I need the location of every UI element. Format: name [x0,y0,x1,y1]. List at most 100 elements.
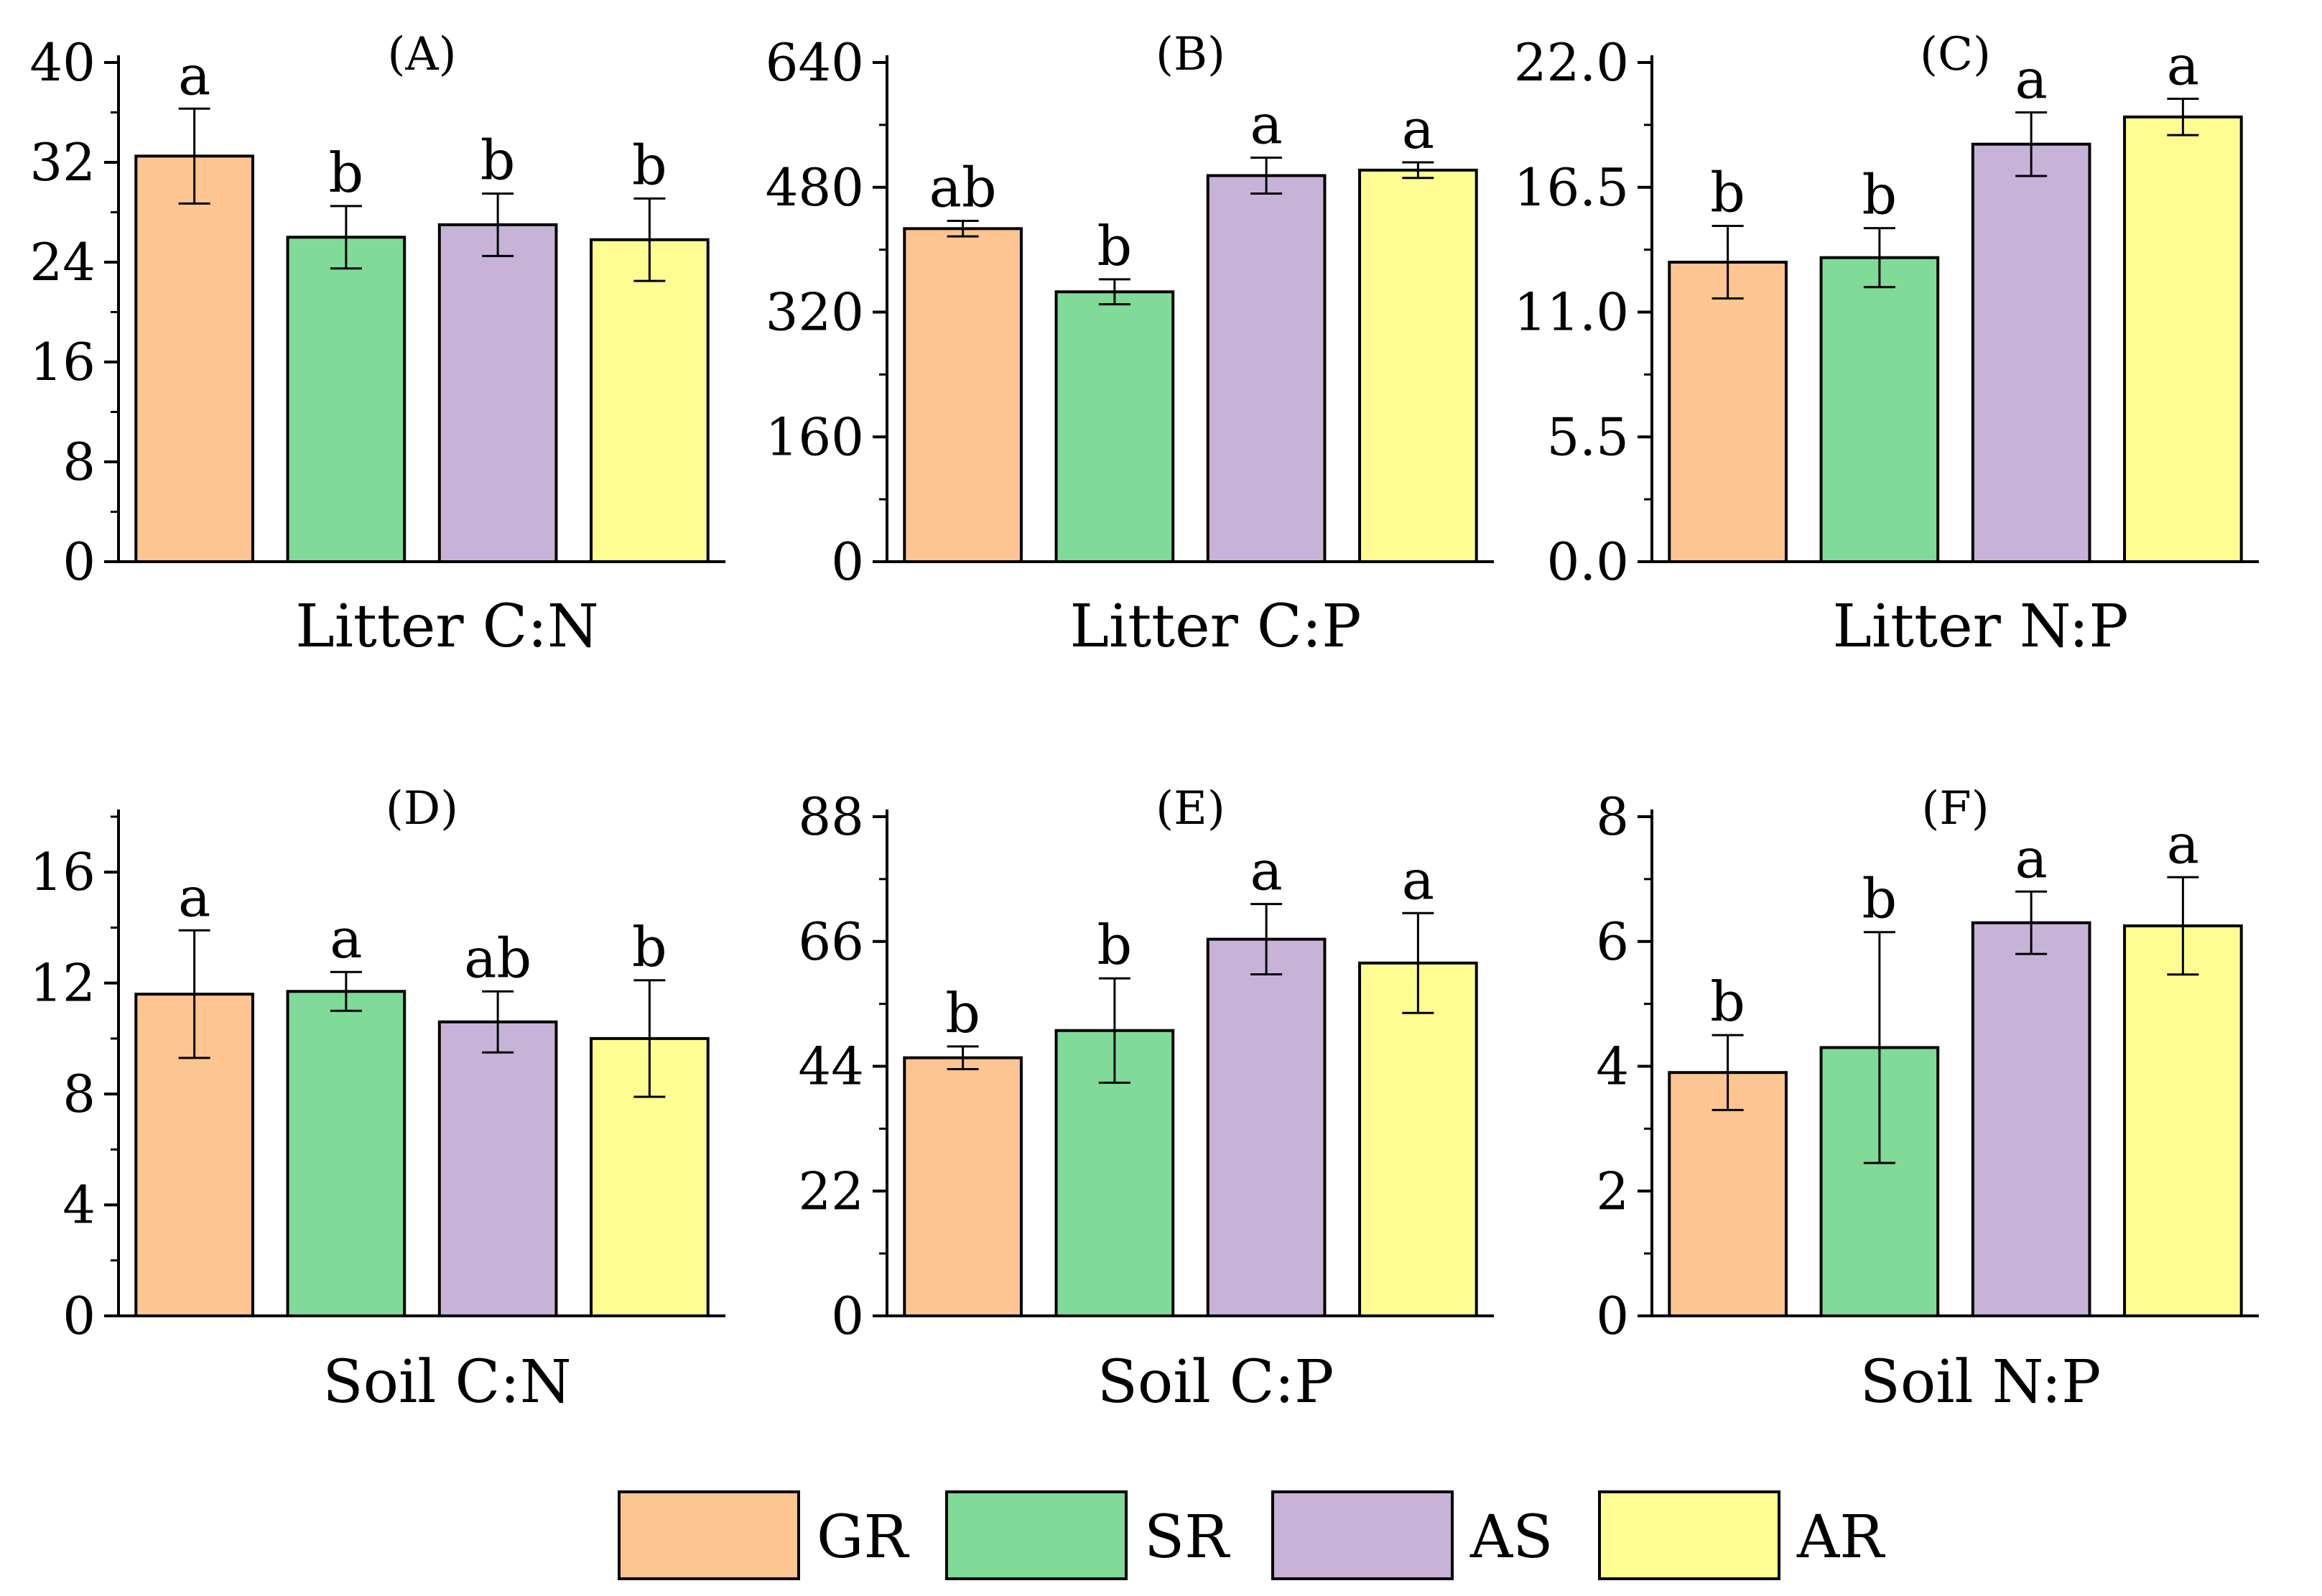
significance-letter: b [1862,867,1898,931]
significance-letter: b [1710,970,1745,1034]
legend-label: SR [1144,1503,1230,1572]
legend-label: GR [817,1503,910,1572]
y-tick-label: 16.5 [1514,157,1629,218]
y-tick-label: 0 [62,1286,96,1346]
y-tick-label: 4 [62,1175,96,1235]
y-tick-label: 0.0 [1546,532,1629,592]
significance-letter: b [1097,913,1133,977]
y-tick-label: 6 [1596,911,1629,972]
bar-ar [2123,924,2243,1317]
chart-panel: b b a a 0.0 5.5 11.0 16.5 22.0 (C) Litter N:P [1514,28,2259,661]
chart-panel: a a ab b 0 4 8 12 16 (D) Soil C:N [29,782,725,1416]
y-tick-label: 640 [766,32,864,93]
significance-letter: b [1862,163,1898,227]
legend-swatch [1271,1490,1454,1580]
chart-panel: b b a a 0 22 44 66 88 (E) Soil C:P [798,782,1494,1416]
bar-as [437,223,558,563]
legend-item-ar: AR [1598,1490,1885,1580]
bar-ar [590,1036,710,1318]
x-axis-label: Litter C:N [295,593,599,661]
panel-label: (D) [386,782,458,835]
significance-letter: a [2167,34,2199,98]
y-tick-label: 0 [1596,1286,1629,1346]
y-tick-label: 12 [29,953,96,1013]
y-tick-label: 320 [766,282,864,343]
significance-letter: a [1402,848,1434,911]
y-tick-label: 2 [1596,1161,1629,1221]
legend-item-sr: SR [945,1490,1230,1580]
y-tick-label: 8 [1596,787,1629,847]
significance-letter: a [2167,812,2199,876]
bar-as [437,1020,558,1317]
bar-gr [134,154,254,563]
chart-panel: a b b b 0 8 16 24 32 40 (A) Litter C:N [29,28,725,661]
y-tick-label: 24 [29,232,96,292]
significance-letter: a [1250,839,1282,903]
bar-sr [1054,290,1175,563]
significance-letter: b [632,133,667,197]
y-tick-label: 22.0 [1514,32,1629,93]
legend-label: AR [1796,1503,1885,1572]
legend-swatch [1598,1490,1780,1580]
y-tick-label: 88 [798,787,864,847]
bar-as [1206,174,1327,563]
legend-swatch [945,1490,1128,1580]
y-tick-label: 16 [29,332,96,392]
legend: GR SR AS AR [618,1490,1885,1580]
y-tick-label: 0 [831,1286,864,1346]
significance-letter: b [632,915,667,979]
significance-letter: b [329,141,364,205]
bar-ar [1358,168,1478,563]
panel-label: (B) [1156,28,1225,81]
legend-label: AS [1469,1503,1553,1572]
y-tick-label: 40 [29,32,96,93]
y-tick-label: 4 [1596,1036,1629,1097]
bar-ar [1358,961,1478,1317]
significance-letter: b [1710,160,1745,224]
bar-sr [286,990,407,1317]
y-tick-label: 0 [831,532,864,592]
y-tick-label: 160 [766,407,864,467]
significance-letter: ab [929,155,997,219]
bar-as [1206,937,1327,1318]
significance-letter: a [2015,826,2047,890]
significance-letter: a [178,43,210,107]
panel-label: (E) [1156,782,1225,835]
bar-ar [2123,115,2243,563]
significance-letter: a [1402,97,1434,161]
bar-gr [1668,261,1788,563]
bar-as [1971,142,2091,563]
y-tick-label: 22 [798,1161,864,1221]
x-axis-label: Soil C:N [322,1348,571,1416]
bar-gr [903,227,1023,563]
bar-sr [286,236,407,563]
bar-as [1971,921,2091,1317]
bar-gr [1668,1071,1788,1317]
y-tick-label: 5.5 [1546,407,1629,467]
significance-letter: ab [464,926,531,990]
y-tick-label: 32 [29,132,96,192]
bar-ar [590,238,710,563]
legend-item-gr: GR [618,1490,910,1580]
y-tick-label: 44 [798,1036,864,1097]
panel-label: (A) [387,28,456,81]
x-axis-label: Litter N:P [1832,593,2128,661]
x-axis-label: Soil C:P [1097,1348,1334,1416]
y-tick-label: 11.0 [1514,282,1629,343]
y-tick-label: 16 [29,842,96,902]
panel-label: (F) [1921,782,1989,835]
y-tick-label: 0 [62,532,96,592]
significance-letter: a [178,865,210,929]
x-axis-label: Soil N:P [1860,1348,2102,1416]
chart-panel: b b a a 0 2 4 6 8 (F) Soil N:P [1596,782,2259,1416]
significance-letter: a [2015,47,2047,111]
panel-label: (C) [1920,28,1991,81]
chart-panel: ab b a a 0 160 320 480 640 (B) Litter C:P [766,28,1494,661]
significance-letter: b [945,981,980,1045]
significance-letter: b [480,128,516,192]
y-tick-label: 8 [62,1064,96,1124]
significance-letter: b [1097,214,1133,278]
significance-letter: a [1250,92,1282,156]
